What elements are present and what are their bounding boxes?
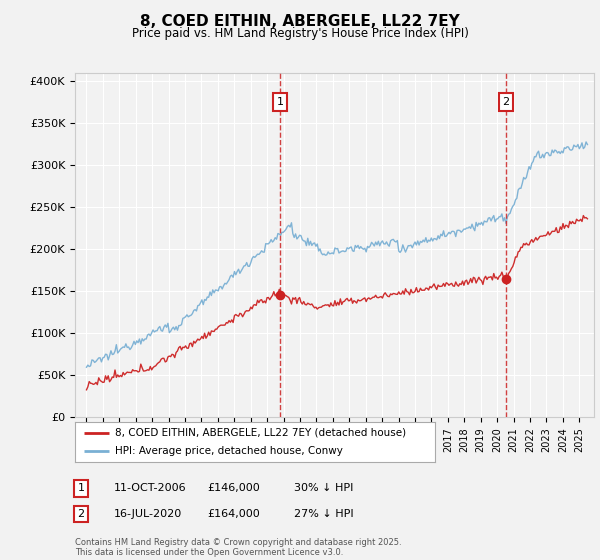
Text: 2: 2 xyxy=(77,509,85,519)
Text: 27% ↓ HPI: 27% ↓ HPI xyxy=(294,509,353,519)
Text: Price paid vs. HM Land Registry's House Price Index (HPI): Price paid vs. HM Land Registry's House … xyxy=(131,27,469,40)
Text: 1: 1 xyxy=(277,97,283,107)
Text: £164,000: £164,000 xyxy=(207,509,260,519)
Text: Contains HM Land Registry data © Crown copyright and database right 2025.
This d: Contains HM Land Registry data © Crown c… xyxy=(75,538,401,557)
Text: 1: 1 xyxy=(77,483,85,493)
Text: £146,000: £146,000 xyxy=(207,483,260,493)
Text: HPI: Average price, detached house, Conwy: HPI: Average price, detached house, Conw… xyxy=(115,446,343,456)
Text: 11-OCT-2006: 11-OCT-2006 xyxy=(114,483,187,493)
Text: 2: 2 xyxy=(502,97,509,107)
Text: 30% ↓ HPI: 30% ↓ HPI xyxy=(294,483,353,493)
Text: 8, COED EITHIN, ABERGELE, LL22 7EY: 8, COED EITHIN, ABERGELE, LL22 7EY xyxy=(140,14,460,29)
Text: 8, COED EITHIN, ABERGELE, LL22 7EY (detached house): 8, COED EITHIN, ABERGELE, LL22 7EY (deta… xyxy=(115,428,406,438)
Text: 16-JUL-2020: 16-JUL-2020 xyxy=(114,509,182,519)
